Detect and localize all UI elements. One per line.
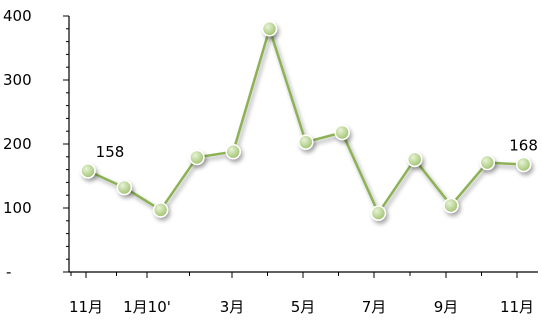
data-point xyxy=(261,21,278,37)
x-tick-label: 5月 xyxy=(291,298,316,316)
x-axis-labels: 11月 1月10' 3月 5月 7月 9月 11月 xyxy=(69,298,534,316)
data-point xyxy=(370,205,387,221)
x-tick-label: 9月 xyxy=(434,298,459,316)
data-point xyxy=(406,151,423,168)
y-tick-label: 100 xyxy=(3,199,32,217)
x-tick-label: 7月 xyxy=(362,298,387,316)
data-point xyxy=(479,154,496,171)
data-point xyxy=(334,124,350,141)
data-point xyxy=(189,149,205,166)
y-tick-label: 300 xyxy=(3,71,32,89)
data-point xyxy=(225,143,241,160)
data-label: 158 xyxy=(96,143,125,161)
data-point xyxy=(515,156,532,173)
y-tick-label: 200 xyxy=(3,135,32,153)
axes xyxy=(63,15,538,278)
x-tick-label: 11月 xyxy=(500,298,534,316)
series-group xyxy=(87,27,524,215)
data-point xyxy=(80,163,96,179)
y-tick-label: - xyxy=(6,263,11,281)
data-point xyxy=(443,197,459,214)
data-label: 168 xyxy=(509,136,538,154)
data-point xyxy=(298,134,314,150)
data-point xyxy=(116,179,133,196)
x-tick-label: 3月 xyxy=(220,298,245,316)
data-labels: 158 168 xyxy=(96,136,538,160)
series-line xyxy=(87,27,524,215)
y-axis-labels: - 100 200 300 400 xyxy=(3,7,32,281)
x-tick-label: 1月10' xyxy=(123,298,171,316)
data-point xyxy=(152,202,169,218)
points-group xyxy=(80,21,532,221)
y-tick-label: 400 xyxy=(3,7,32,25)
x-tick-label: 11月 xyxy=(69,298,103,316)
